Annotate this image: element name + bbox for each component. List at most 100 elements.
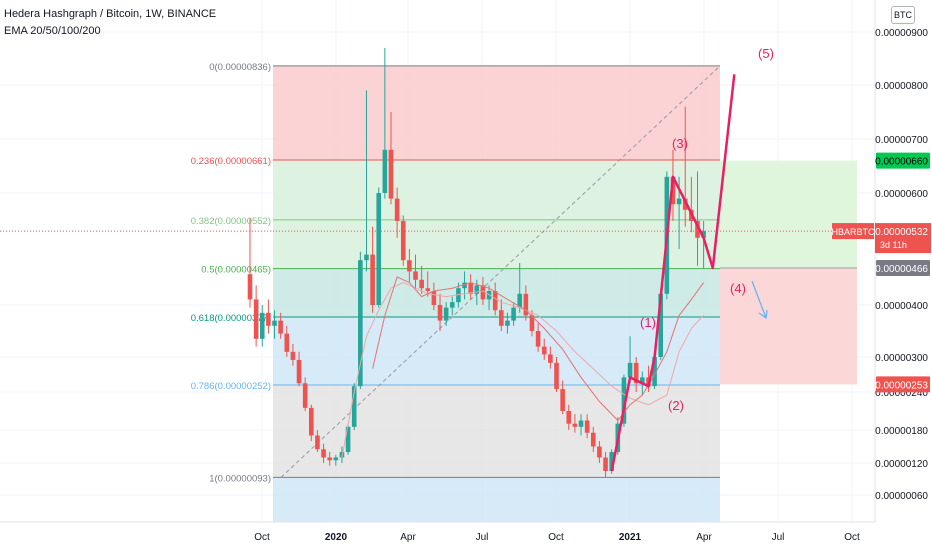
target-zone[interactable] xyxy=(720,160,857,269)
candle-body[interactable] xyxy=(376,193,382,305)
candle-body[interactable] xyxy=(290,351,296,360)
price-tag-value: 0.00000253 xyxy=(875,380,928,391)
candle-body[interactable] xyxy=(633,362,639,384)
price-tag-stop[interactable] xyxy=(876,376,930,393)
candle-body[interactable] xyxy=(517,293,523,308)
candle-body[interactable] xyxy=(382,149,388,193)
candle-body[interactable] xyxy=(309,407,314,436)
candle-body[interactable] xyxy=(590,432,596,447)
candle-body[interactable] xyxy=(560,389,565,411)
price-tick-label: 0.00000180 xyxy=(875,426,928,437)
candle-body[interactable] xyxy=(695,221,700,238)
candle-body[interactable] xyxy=(259,312,265,339)
time-tick-label: Oct xyxy=(548,532,564,543)
fib-zone xyxy=(273,65,720,161)
candle-body[interactable] xyxy=(609,452,614,471)
candle-body[interactable] xyxy=(554,362,559,390)
candle-body[interactable] xyxy=(499,310,504,326)
candle-body[interactable] xyxy=(572,423,578,427)
indicator-legend[interactable]: EMA 20/50/100/200 xyxy=(4,25,101,37)
price-tag-entry[interactable] xyxy=(876,260,930,277)
elliott-wave-path[interactable] xyxy=(610,74,736,472)
candle-body[interactable] xyxy=(358,260,363,387)
candle-body[interactable] xyxy=(394,198,400,221)
candle-body[interactable] xyxy=(535,331,541,347)
candle-body[interactable] xyxy=(529,315,535,331)
last-price-tag[interactable] xyxy=(875,223,931,254)
candle-body[interactable] xyxy=(296,359,302,384)
price-tag-target[interactable] xyxy=(876,152,930,169)
candle-body[interactable] xyxy=(407,260,412,272)
projection-arrow xyxy=(751,280,768,320)
candle-body[interactable] xyxy=(597,446,602,458)
time-axis[interactable] xyxy=(0,522,875,550)
candle-body[interactable] xyxy=(658,293,664,357)
candle-body[interactable] xyxy=(333,457,339,461)
candle-body[interactable] xyxy=(253,299,259,339)
stop-zone[interactable] xyxy=(720,268,857,385)
candle-body[interactable] xyxy=(676,198,682,205)
candle-body[interactable] xyxy=(400,221,406,261)
candle-body[interactable] xyxy=(474,285,480,294)
candle-body[interactable] xyxy=(462,282,467,289)
candle-body[interactable] xyxy=(364,254,369,261)
candle-body[interactable] xyxy=(419,279,424,289)
candle-body[interactable] xyxy=(278,320,283,334)
candle-body[interactable] xyxy=(566,411,572,424)
candle-body[interactable] xyxy=(321,449,326,458)
candle-body[interactable] xyxy=(315,435,320,450)
candle-body[interactable] xyxy=(425,288,431,291)
fib-level-label: 1(0.00000093) xyxy=(209,473,271,484)
candle-body[interactable] xyxy=(701,231,706,238)
fib-level-label: 0.5(0.00000465) xyxy=(201,265,271,276)
candle-body[interactable] xyxy=(627,362,633,378)
candle-body[interactable] xyxy=(247,274,253,300)
fib-level-label: 0.786(0.00000252) xyxy=(191,381,271,392)
candle-body[interactable] xyxy=(284,333,290,352)
candles xyxy=(247,47,706,478)
candle-body[interactable] xyxy=(413,271,418,280)
currency-button[interactable]: BTC xyxy=(891,6,915,24)
candle-body[interactable] xyxy=(449,302,455,308)
last-price-value: 0.00000532 xyxy=(875,227,928,238)
candle-body[interactable] xyxy=(480,285,486,300)
candle-body[interactable] xyxy=(640,377,645,384)
time-tick-label: Jul xyxy=(772,532,785,543)
candle-body[interactable] xyxy=(548,354,553,363)
candle-body[interactable] xyxy=(351,386,357,427)
price-tick-label: 0.00000800 xyxy=(875,81,928,92)
candle-body[interactable] xyxy=(670,176,676,205)
candle-body[interactable] xyxy=(578,420,584,427)
candle-body[interactable] xyxy=(468,282,473,294)
price-tick-label: 0.00000400 xyxy=(875,301,928,312)
candle-body[interactable] xyxy=(541,346,547,355)
candle-body[interactable] xyxy=(327,457,332,461)
fib-zone-extension xyxy=(273,477,720,522)
candle-body[interactable] xyxy=(437,305,443,321)
candle-body[interactable] xyxy=(302,383,308,408)
candle-body[interactable] xyxy=(584,420,590,433)
candle-body[interactable] xyxy=(652,357,657,387)
fib-zone xyxy=(273,316,720,385)
candle-body[interactable] xyxy=(370,254,375,305)
candle-body[interactable] xyxy=(682,198,688,210)
candle-body[interactable] xyxy=(431,291,437,305)
candle-body[interactable] xyxy=(511,307,516,321)
candle-body[interactable] xyxy=(345,426,351,452)
fib-level-label: 0.618(0.00000377) xyxy=(191,313,271,324)
price-tag-value: 0.00000466 xyxy=(875,264,928,275)
price-tick-label: 0.00000900 xyxy=(875,28,928,39)
candle-body[interactable] xyxy=(603,457,608,472)
candle-body[interactable] xyxy=(388,149,394,199)
time-tick-label: Apr xyxy=(400,532,416,543)
candle-body[interactable] xyxy=(492,291,498,311)
time-tick-label: Oct xyxy=(844,532,860,543)
candle-body[interactable] xyxy=(272,320,277,326)
candle-body[interactable] xyxy=(523,293,529,316)
candle-body[interactable] xyxy=(621,377,627,424)
candle-body[interactable] xyxy=(443,307,449,321)
candle-body[interactable] xyxy=(266,312,271,326)
candle-body[interactable] xyxy=(505,320,510,326)
